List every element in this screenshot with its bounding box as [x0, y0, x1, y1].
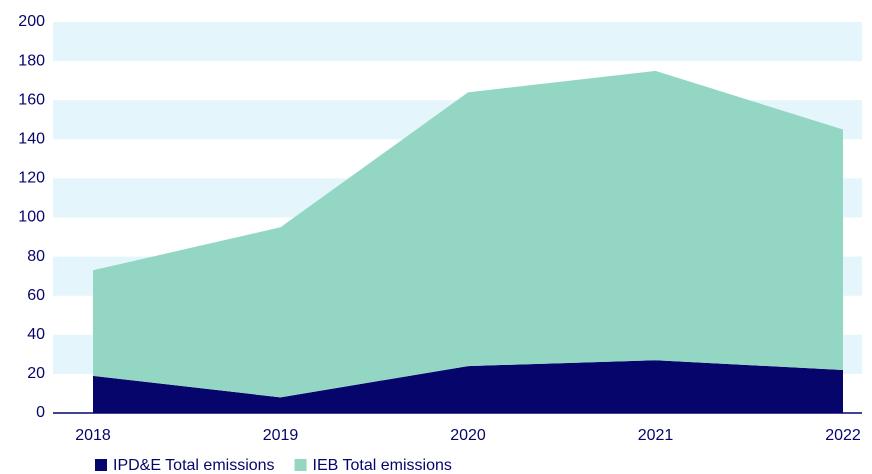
legend-label: IEB Total emissions — [313, 457, 452, 474]
x-tick-label: 2021 — [638, 427, 674, 444]
grid-band — [53, 22, 862, 62]
legend-swatch — [95, 459, 107, 471]
y-tick-label: 200 — [18, 13, 45, 30]
y-tick-label: 160 — [18, 91, 45, 108]
y-tick-label: 140 — [18, 131, 45, 148]
legend-swatch — [294, 459, 307, 471]
y-tick-label: 0 — [36, 404, 45, 421]
y-tick-label: 100 — [18, 209, 45, 226]
area — [93, 360, 843, 413]
x-tick-label: 2018 — [75, 427, 111, 444]
x-tick-label: 2022 — [825, 427, 861, 444]
y-tick-label: 40 — [27, 326, 45, 343]
area — [93, 70, 843, 398]
x-tick-label: 2020 — [450, 427, 486, 444]
y-tick-label: 120 — [18, 170, 45, 187]
y-tick-label: 20 — [27, 365, 45, 382]
y-tick-label: 180 — [18, 52, 45, 69]
legend-label: IPD&E Total emissions — [113, 457, 275, 474]
y-tick-label: 60 — [27, 287, 45, 304]
y-tick-label: 80 — [27, 248, 45, 265]
x-tick-label: 2019 — [263, 427, 299, 444]
